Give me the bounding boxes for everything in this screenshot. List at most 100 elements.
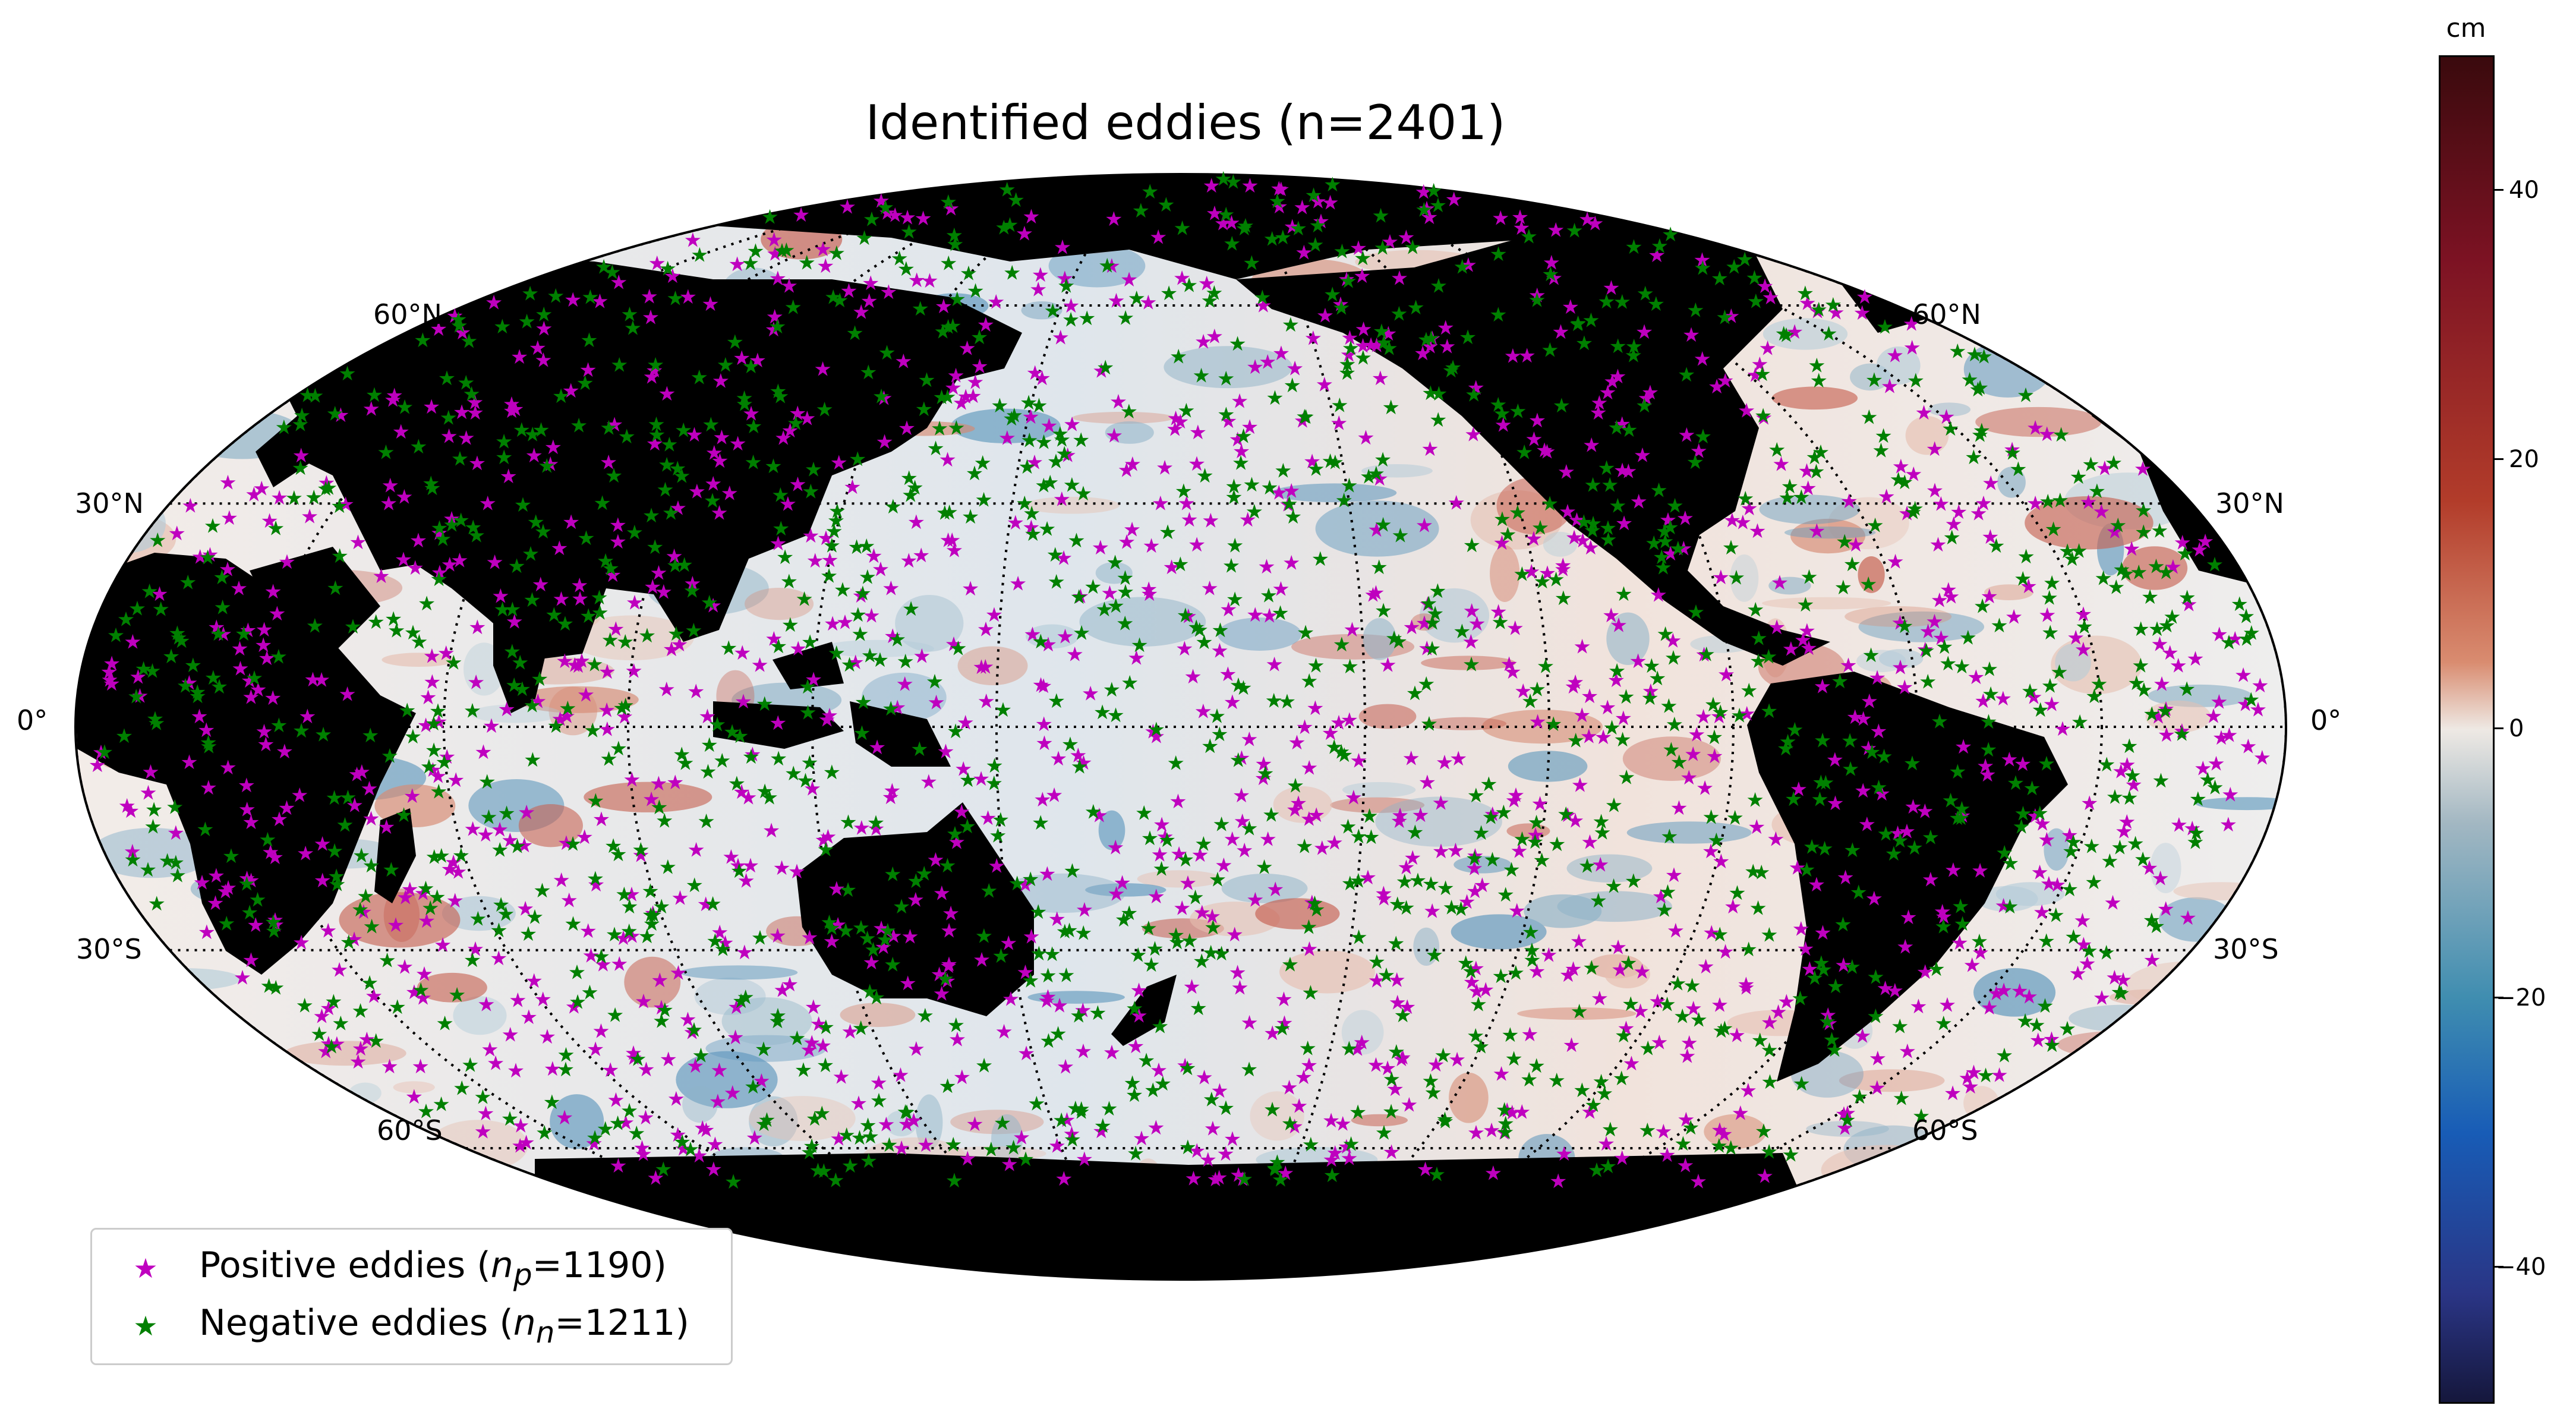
- negative-eddy-marker: ★: [1362, 825, 1380, 849]
- positive-eddy-marker: ★: [440, 424, 458, 448]
- positive-eddy-marker: ★: [1257, 555, 1275, 579]
- negative-eddy-marker: ★: [1982, 683, 2000, 707]
- negative-eddy-marker: ★: [1167, 751, 1185, 775]
- positive-eddy-marker: ★: [2074, 638, 2092, 662]
- anomaly-patch: [548, 686, 598, 736]
- negative-eddy-marker: ★: [945, 1169, 963, 1193]
- negative-eddy-marker: ★: [1067, 529, 1085, 553]
- positive-eddy-marker: ★: [2092, 500, 2110, 524]
- negative-eddy-marker: ★: [781, 613, 799, 637]
- positive-eddy-marker: ★: [1033, 788, 1051, 812]
- negative-eddy-marker: ★: [1751, 1029, 1768, 1053]
- negative-eddy-marker: ★: [840, 653, 858, 677]
- negative-eddy-marker: ★: [291, 456, 309, 480]
- negative-eddy-marker: ★: [2134, 499, 2152, 523]
- anomaly-patch: [1984, 584, 2034, 600]
- positive-eddy-marker: ★: [726, 1026, 744, 1050]
- negative-eddy-marker: ★: [770, 747, 787, 771]
- negative-eddy-marker: ★: [1147, 718, 1165, 742]
- positive-eddy-marker: ★: [1800, 637, 1818, 660]
- positive-eddy-marker: ★: [979, 806, 997, 830]
- positive-eddy-marker: ★: [947, 364, 964, 388]
- positive-eddy-marker: ★: [669, 1123, 686, 1147]
- negative-eddy-marker: ★: [882, 697, 900, 721]
- negative-eddy-marker: ★: [1326, 451, 1344, 475]
- positive-eddy-marker: ★: [1076, 1148, 1093, 1171]
- anomaly-patch: [749, 1096, 856, 1141]
- positive-eddy-marker: ★: [609, 513, 627, 537]
- anomaly-patch: [2003, 250, 2083, 307]
- anomaly-patch: [1098, 810, 1125, 850]
- positive-eddy-marker: ★: [1216, 1142, 1234, 1166]
- negative-eddy-marker: ★: [1388, 1040, 1405, 1064]
- lat-label-left-60n: 60°N: [373, 298, 442, 330]
- negative-eddy-marker: ★: [389, 995, 406, 1019]
- positive-eddy-marker: ★: [1916, 638, 1934, 661]
- negative-eddy-marker: ★: [1120, 902, 1138, 925]
- anomaly-patch: [1784, 526, 1876, 539]
- positive-eddy-marker: ★: [875, 387, 893, 411]
- negative-eddy-marker: ★: [841, 1154, 859, 1178]
- positive-eddy-marker: ★: [1035, 713, 1052, 736]
- negative-eddy-marker: ★: [1157, 193, 1175, 217]
- negative-eddy-marker: ★: [1335, 743, 1353, 767]
- negative-eddy-marker: ★: [1180, 273, 1198, 297]
- positive-eddy-marker: ★: [1899, 1039, 1916, 1063]
- negative-eddy-marker: ★: [2085, 685, 2103, 708]
- negative-eddy-marker: ★: [1289, 217, 1307, 241]
- negative-eddy-marker: ★: [1429, 408, 1447, 432]
- negative-eddy-marker: ★: [1607, 416, 1625, 440]
- positive-eddy-marker: ★: [817, 527, 835, 550]
- positive-eddy-marker: ★: [1678, 423, 1695, 447]
- positive-eddy-marker: ★: [529, 336, 547, 360]
- negative-eddy-marker: ★: [1323, 1164, 1341, 1187]
- positive-eddy-marker: ★: [1586, 212, 1604, 236]
- negative-eddy-marker: ★: [742, 745, 760, 769]
- land-eurasia: [256, 256, 1022, 660]
- negative-eddy-marker: ★: [1746, 788, 1764, 812]
- positive-eddy-marker: ★: [1231, 389, 1248, 413]
- negative-eddy-marker: ★: [1533, 849, 1550, 872]
- negative-eddy-marker: ★: [2206, 553, 2224, 577]
- negative-eddy-marker: ★: [524, 748, 541, 772]
- positive-eddy-marker: ★: [2104, 891, 2121, 915]
- negative-eddy-marker: ★: [666, 287, 684, 311]
- positive-eddy-marker: ★: [1105, 207, 1123, 231]
- negative-eddy-marker: ★: [1893, 1086, 1910, 1110]
- negative-eddy-marker: ★: [222, 845, 240, 868]
- anomaly-patch: [1905, 416, 1949, 455]
- negative-eddy-marker: ★: [2030, 802, 2048, 825]
- negative-eddy-marker: ★: [1371, 204, 1389, 228]
- positive-eddy-marker: ★: [1162, 556, 1180, 579]
- anomaly-patch: [1762, 597, 1891, 610]
- negative-eddy-marker: ★: [1793, 1072, 1811, 1096]
- negative-eddy-marker: ★: [1728, 881, 1746, 905]
- negative-eddy-marker: ★: [1420, 712, 1438, 736]
- negative-eddy-marker: ★: [1232, 452, 1250, 475]
- anomaly-patch: [1164, 346, 1292, 389]
- positive-eddy-marker: ★: [1379, 654, 1396, 678]
- positive-eddy-marker: ★: [501, 1023, 519, 1047]
- negative-eddy-marker: ★: [361, 724, 379, 748]
- positive-eddy-marker: ★: [1149, 226, 1167, 250]
- positive-eddy-marker: ★: [1016, 873, 1034, 897]
- negative-eddy-marker: ★: [1424, 611, 1442, 635]
- negative-eddy-marker: ★: [642, 504, 660, 528]
- negative-eddy-marker: ★: [1374, 513, 1392, 537]
- negative-eddy-marker: ★: [1973, 594, 1991, 618]
- negative-eddy-marker: ★: [324, 990, 342, 1014]
- negative-eddy-marker: ★: [440, 406, 458, 430]
- positive-eddy-marker: ★: [1282, 551, 1300, 575]
- anomaly-patch: [1490, 545, 1520, 602]
- positive-eddy-marker: ★: [874, 935, 892, 959]
- positive-eddy-marker: ★: [1183, 975, 1200, 999]
- negative-eddy-marker: ★: [641, 880, 659, 903]
- negative-eddy-marker: ★: [1860, 406, 1878, 430]
- positive-eddy-marker: ★: [667, 1088, 685, 1111]
- negative-eddy-marker: ★: [1060, 919, 1078, 943]
- negative-eddy-marker: ★: [1798, 858, 1815, 882]
- negative-eddy-marker: ★: [825, 520, 843, 544]
- positive-eddy-marker: ★: [1432, 792, 1449, 815]
- colorbar-tick: [2493, 727, 2504, 729]
- negative-eddy-marker: ★: [1421, 1070, 1439, 1094]
